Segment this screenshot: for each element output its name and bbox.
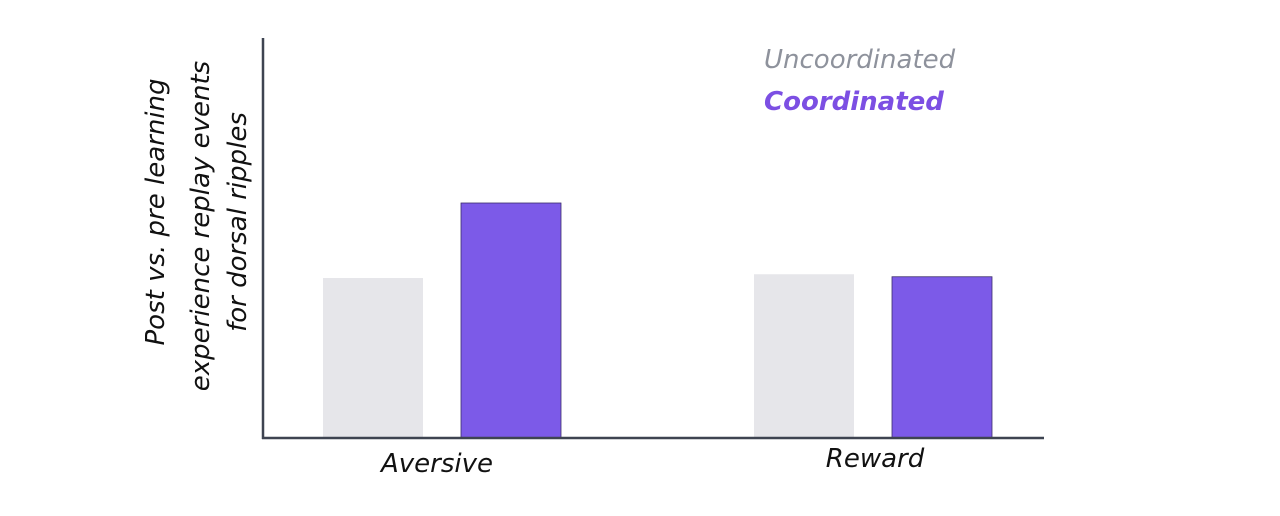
y-axis-label-line-1: Post vs. pre learning xyxy=(141,78,171,345)
x-tick-label-reward: Reward xyxy=(826,444,925,474)
bar-reward-uncoordinated xyxy=(754,274,854,438)
x-tick-label-aversive: Aversive xyxy=(379,449,493,479)
bar-aversive-coordinated xyxy=(460,202,562,439)
legend-item-coordinated: Coordinated xyxy=(764,87,944,117)
legend: Uncoordinated Coordinated xyxy=(764,45,956,117)
bars-layer xyxy=(323,202,993,439)
bar-reward-coordinated xyxy=(891,276,993,439)
y-axis-label-line-3: for dorsal ripples xyxy=(223,112,253,332)
y-axis-label-line-2: experience replay events xyxy=(186,61,216,391)
y-axis-label: Post vs. pre learning experience replay … xyxy=(141,61,253,391)
x-tick-labels: Aversive Reward xyxy=(379,444,925,479)
legend-item-uncoordinated: Uncoordinated xyxy=(764,45,956,75)
bar-aversive-uncoordinated xyxy=(323,278,423,438)
